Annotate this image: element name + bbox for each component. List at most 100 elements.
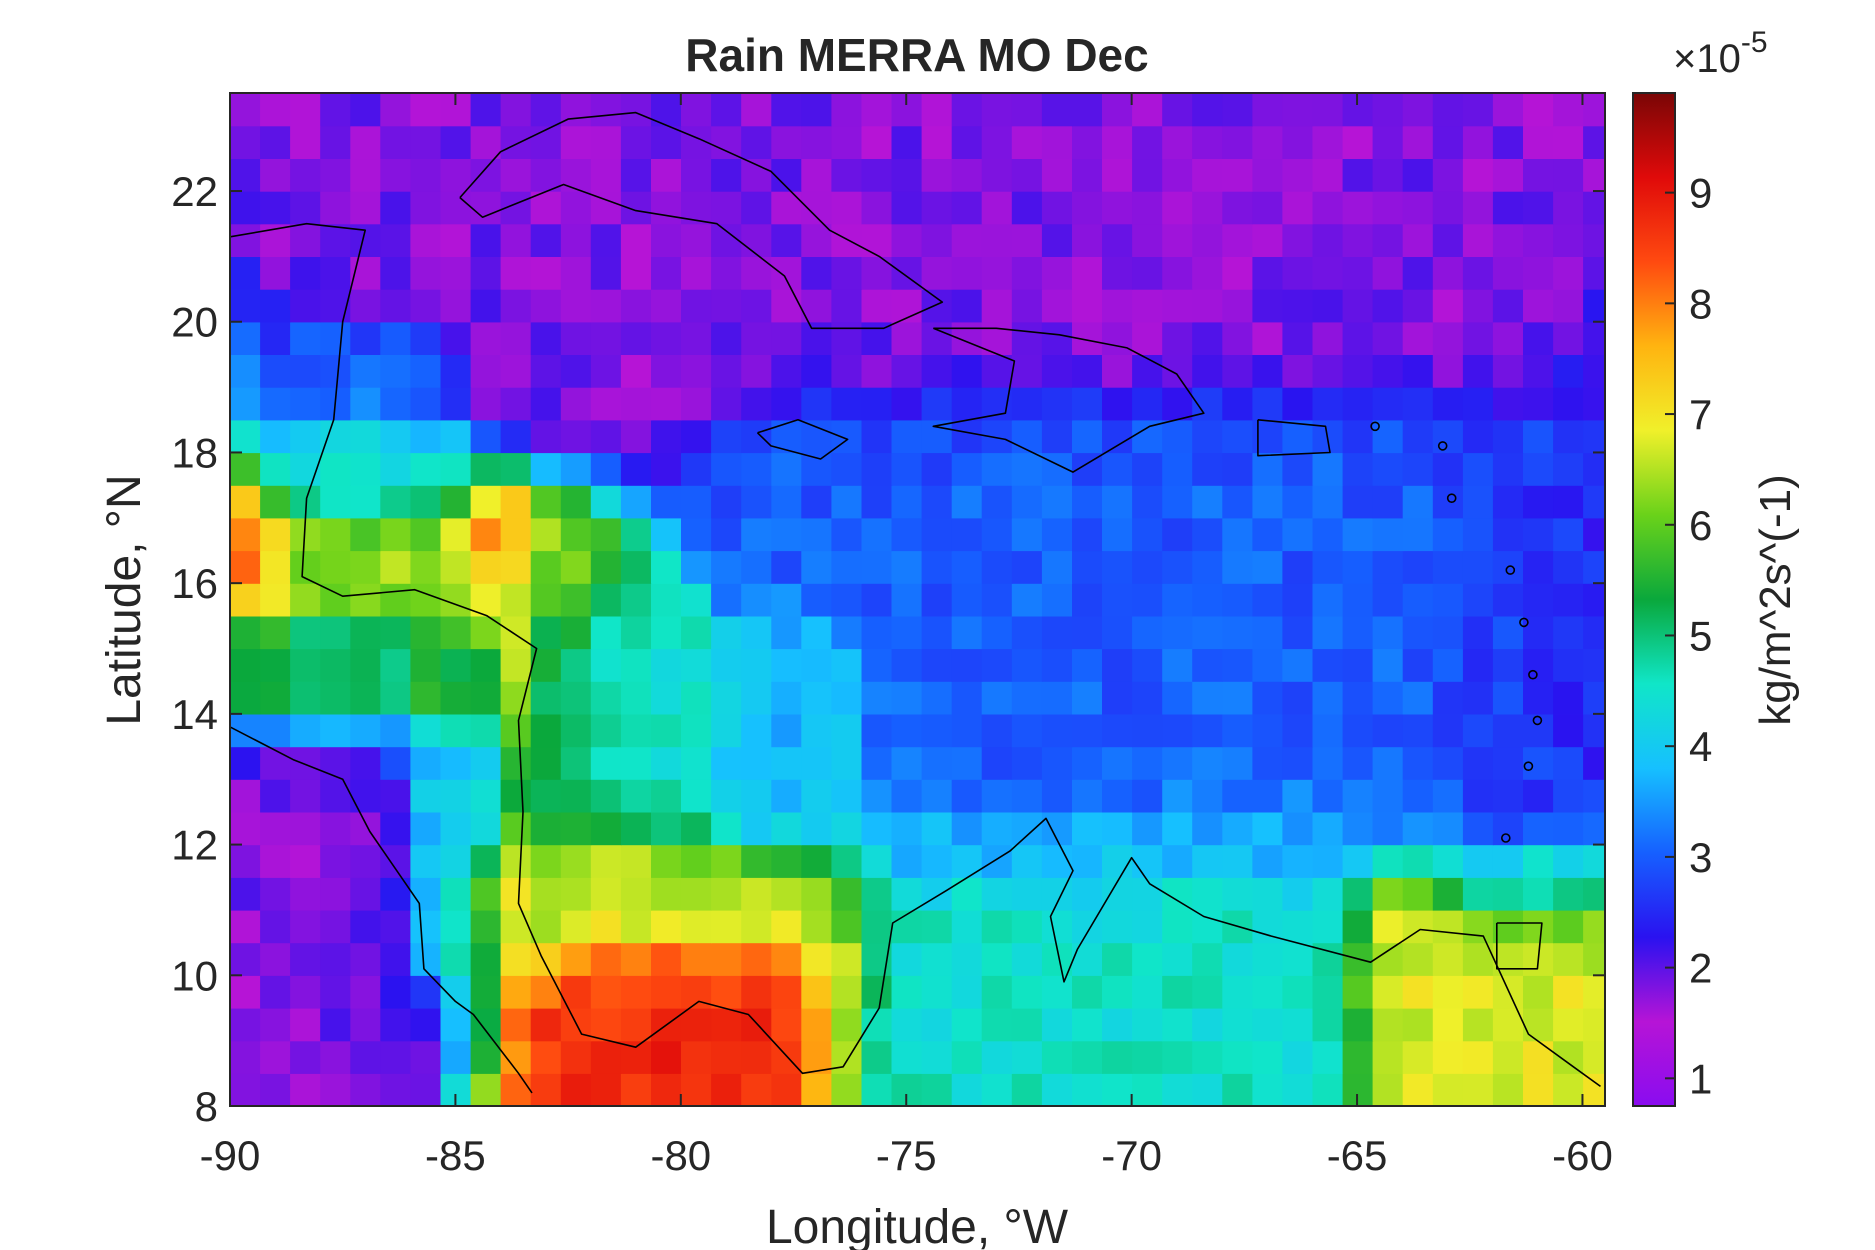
heatmap-cell <box>410 289 442 323</box>
heatmap-cell <box>1312 746 1344 780</box>
heatmap-cell <box>620 1073 652 1106</box>
heatmap-cell <box>530 419 562 454</box>
heatmap-cell <box>590 419 622 454</box>
heatmap-cell <box>861 681 893 715</box>
heatmap-cell <box>1583 615 1605 650</box>
heatmap-cell <box>1282 387 1314 421</box>
heatmap-cell <box>1011 321 1043 355</box>
heatmap-cell <box>1162 942 1193 976</box>
heatmap-cell <box>951 223 983 257</box>
heatmap-cell <box>1553 1040 1584 1074</box>
heatmap-cell <box>1041 583 1073 617</box>
heatmap-cell <box>1132 648 1163 682</box>
heatmap-cell <box>1041 1040 1073 1074</box>
heatmap-cell <box>1553 1008 1584 1042</box>
heatmap-cell <box>1132 125 1163 159</box>
heatmap-cell <box>1102 1008 1133 1042</box>
heatmap-cell <box>1072 975 1103 1009</box>
heatmap-cell <box>530 1040 562 1074</box>
heatmap-cell <box>891 1008 923 1042</box>
heatmap-cell <box>921 387 953 421</box>
heatmap-cell <box>440 289 472 323</box>
heatmap-cell <box>681 1008 712 1042</box>
heatmap-cell <box>681 93 712 127</box>
heatmap-cell <box>1072 877 1103 911</box>
heatmap-cell <box>560 485 592 519</box>
heatmap-cell <box>711 583 742 617</box>
heatmap-cell <box>1492 648 1524 682</box>
heatmap-cell <box>290 223 321 257</box>
heatmap-cell <box>1462 289 1494 323</box>
heatmap-cell <box>560 289 592 323</box>
heatmap-cell <box>1372 485 1404 519</box>
y-tick-label: 10 <box>171 952 218 999</box>
heatmap-cell <box>1102 93 1133 127</box>
heatmap-cell <box>620 289 652 323</box>
heatmap-cell <box>350 648 381 682</box>
heatmap-cell <box>500 93 532 127</box>
heatmap-cell <box>1372 942 1404 976</box>
heatmap-cell <box>1583 354 1605 388</box>
heatmap-cell <box>470 191 502 225</box>
heatmap-cell <box>410 975 442 1009</box>
colorbar-tick-label: 4 <box>1689 723 1712 770</box>
heatmap-cell <box>320 1040 351 1074</box>
heatmap-cell <box>1462 223 1494 257</box>
heatmap-cell <box>1102 387 1133 421</box>
heatmap-cell <box>1402 321 1434 355</box>
heatmap-cell <box>981 517 1013 552</box>
heatmap-cell <box>801 158 832 192</box>
heatmap-cell <box>1372 681 1404 715</box>
colorbar-tick-label: 2 <box>1689 945 1712 992</box>
heatmap-cell <box>230 125 261 159</box>
heatmap-cell <box>981 713 1013 748</box>
heatmap-cell <box>1342 844 1374 878</box>
heatmap-cell <box>1523 583 1554 617</box>
heatmap-cell <box>470 256 502 290</box>
heatmap-cell <box>1162 713 1193 748</box>
heatmap-cell <box>380 1008 411 1042</box>
heatmap-cell <box>1132 1040 1163 1074</box>
heatmap-cell <box>831 256 863 290</box>
heatmap-cell <box>1312 452 1344 486</box>
heatmap-cell <box>1252 387 1284 421</box>
heatmap-cell <box>1462 550 1494 584</box>
heatmap-cell <box>1072 1040 1103 1074</box>
heatmap-cell <box>981 125 1013 159</box>
heatmap-cell <box>681 681 712 715</box>
heatmap-cell <box>380 746 411 780</box>
heatmap-cell <box>981 1040 1013 1074</box>
heatmap-cell <box>711 746 742 780</box>
heatmap-cell <box>951 125 983 159</box>
heatmap-cell <box>320 517 351 552</box>
heatmap-cell <box>1312 1008 1344 1042</box>
heatmap-cell <box>560 125 592 159</box>
heatmap-cell <box>290 191 321 225</box>
heatmap-cell <box>801 746 832 780</box>
heatmap-cell <box>1222 321 1253 355</box>
heatmap-cell <box>1462 1040 1494 1074</box>
heatmap-cell <box>260 909 291 944</box>
heatmap-cell <box>500 746 532 780</box>
heatmap-cell <box>1072 648 1103 682</box>
heatmap-cell <box>831 909 863 944</box>
heatmap-cell <box>1312 354 1344 388</box>
heatmap-cell <box>260 93 291 127</box>
heatmap-cell <box>1132 1008 1163 1042</box>
heatmap-cell <box>1553 779 1584 813</box>
heatmap-cell <box>1372 550 1404 584</box>
heatmap-cell <box>320 779 351 813</box>
heatmap-cell <box>951 419 983 454</box>
heatmap-cell <box>1432 452 1464 486</box>
heatmap-cell <box>620 321 652 355</box>
heatmap-cell <box>1583 550 1605 584</box>
heatmap-cell <box>861 93 893 127</box>
heatmap-cell <box>981 975 1013 1009</box>
heatmap-cell <box>1583 942 1605 976</box>
heatmap-cell <box>590 452 622 486</box>
heatmap-cell <box>320 93 351 127</box>
heatmap-cell <box>1132 223 1163 257</box>
heatmap-cell <box>1222 387 1253 421</box>
heatmap-cell <box>801 1008 832 1042</box>
heatmap-cell <box>380 93 411 127</box>
